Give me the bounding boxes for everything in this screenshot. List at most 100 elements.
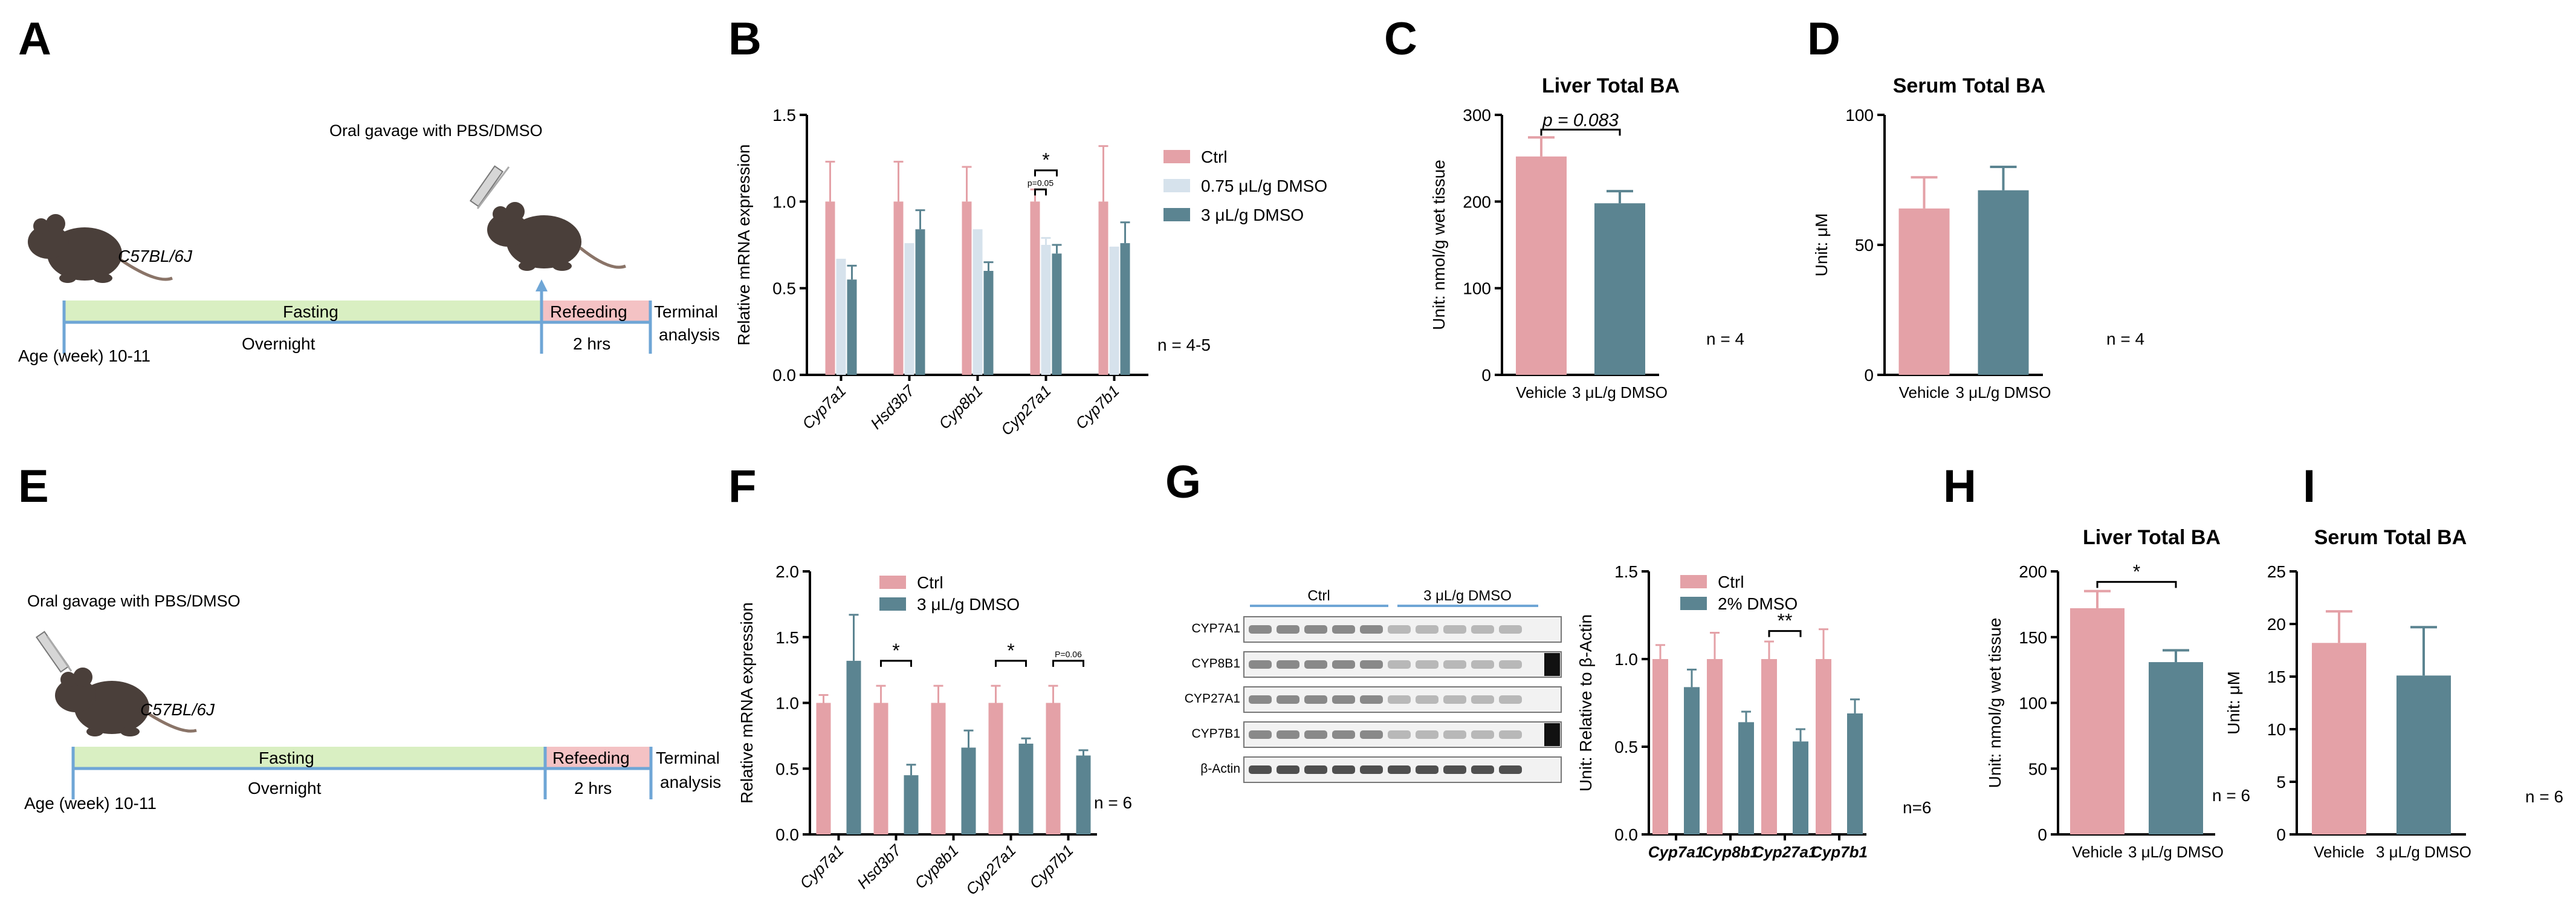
y-tick-label: 150 (2019, 628, 2047, 647)
legend-swatch (1163, 208, 1190, 221)
bar (2396, 675, 2451, 834)
legend-label: 3 μL/g DMSO (917, 595, 1020, 614)
y-axis-label: Unit: μM (1812, 213, 1831, 277)
significance-label: p=0.05 (1027, 178, 1053, 187)
y-tick-label: 0 (1864, 366, 1874, 385)
y-tick-label: 100 (2019, 694, 2047, 713)
significance-bracket (1034, 169, 1058, 177)
significance-label: p = 0.083 (1542, 110, 1619, 130)
overnight-label: Overnight (248, 779, 322, 798)
bar (1684, 687, 1700, 834)
bar (904, 775, 919, 834)
bar (1098, 201, 1108, 375)
panel-letter-a: A (18, 13, 51, 65)
y-tick-label: 200 (2019, 562, 2047, 581)
y-tick-label: 1.0 (775, 694, 799, 713)
gavage-mouse-icon (487, 202, 626, 271)
y-axis-label: Unit: Relative to β-Actin (1576, 614, 1595, 791)
x-tick-label: 3 μL/g DMSO (2128, 843, 2224, 861)
blot-band (1304, 695, 1327, 704)
bar (1652, 659, 1668, 834)
significance-label: * (1042, 149, 1049, 171)
refeeding-bar (542, 301, 650, 322)
blot-protein-label: CYP7B1 (1191, 727, 1240, 741)
panel-letter-f: F (728, 461, 756, 512)
n-label: n = 6 (2212, 786, 2250, 805)
blot-rows: CYP7A1 CYP8B1 CYP27A1 CYP7B1 β-Actin (1185, 616, 1562, 783)
bar (846, 660, 861, 834)
x-tick-label: Cyp27a1 (997, 382, 1055, 439)
blot-band (1304, 765, 1327, 774)
y-tick-label: 1.5 (775, 628, 799, 647)
blot-band (1443, 765, 1466, 774)
blot-band (1416, 625, 1438, 634)
blot-band (1443, 695, 1466, 704)
panel-letter-g: G (1165, 457, 1201, 508)
significance-bracket (995, 660, 1027, 667)
blot-band (1304, 730, 1327, 739)
blot-marker (1544, 653, 1560, 676)
blot-band (1388, 695, 1411, 704)
n-label: n = 4 (1706, 330, 1744, 348)
y-tick-label: 0.5 (1614, 738, 1638, 756)
significance-label: P=0.06 (1055, 649, 1082, 659)
terminal-label: Terminal (654, 302, 718, 321)
bar (816, 703, 831, 834)
x-tick-label: Hsd3b7 (853, 840, 905, 892)
mouse-icon (55, 668, 197, 736)
bar (988, 703, 1003, 834)
blot-band (1388, 730, 1411, 739)
x-tick-label: 3 μL/g DMSO (1955, 383, 2051, 401)
chart-title: Liver Total BA (1542, 74, 1680, 97)
chart-f: F 0.0 0.5 1.0 1.5 2.0 Relative mRNA expression… (728, 461, 1132, 898)
n-label: n = 6 (2525, 787, 2563, 806)
bar (1052, 253, 1062, 375)
analysis-label: analysis (659, 325, 720, 344)
y-tick-label: 1.5 (772, 106, 796, 125)
y-tick-label: 1.0 (772, 192, 796, 211)
significance-bracket (2096, 580, 2177, 588)
y-tick-label: 20 (2267, 615, 2286, 634)
ctrl-group-label: Ctrl (1307, 588, 1330, 604)
bar (961, 747, 976, 834)
legend-label: 0.75 μL/g DMSO (1201, 177, 1327, 195)
mouse-icon (28, 214, 173, 283)
bar (873, 703, 888, 834)
blot-protein-label: CYP8B1 (1191, 657, 1240, 671)
blot-band (1471, 765, 1494, 774)
age-label: Age (week) 10-11 (24, 794, 157, 813)
y-tick-label: 1.5 (1614, 562, 1638, 581)
legend-label: Ctrl (1718, 573, 1744, 591)
blot-band (1443, 625, 1466, 634)
bar (847, 279, 857, 375)
blot-band (1277, 730, 1299, 739)
blot-band (1471, 695, 1494, 704)
significance-label: ** (1778, 610, 1793, 632)
blot-band (1443, 730, 1466, 739)
n-label: n = 4 (2106, 330, 2144, 348)
bar (1041, 245, 1051, 375)
bar (931, 703, 946, 834)
y-axis-label: Unit: nmol/g wet tissue (1985, 618, 2004, 788)
bar (1847, 713, 1863, 834)
legend-swatch (879, 597, 906, 611)
blot-band (1499, 660, 1522, 669)
bar (1761, 659, 1777, 834)
blot-band (1360, 625, 1383, 634)
dmso-group-label: 3 μL/g DMSO (1423, 588, 1512, 604)
y-tick-label: 50 (1855, 236, 1874, 255)
blot-band (1499, 765, 1522, 774)
x-tick-label: Vehicle (2314, 843, 2364, 861)
analysis-label: analysis (660, 773, 721, 791)
chart-b: B 0.0 0.5 1.0 1.5 Relative mRNA expression Cyp… (728, 13, 1327, 439)
y-tick-label: 100 (1845, 106, 1874, 125)
chart-title: Serum Total BA (1893, 74, 2046, 97)
strain-label: C57BL/6J (140, 700, 215, 719)
x-tick-label: Cyp7b1 (1026, 841, 1077, 892)
chart-h: H Liver Total BA 0 50 100 150 200 Unit: nmol/g … (1943, 461, 2250, 861)
significance-label: * (892, 640, 899, 661)
blot-band (1499, 625, 1522, 634)
bar (1738, 722, 1754, 834)
refeeding-label: Refeeding (550, 302, 627, 321)
